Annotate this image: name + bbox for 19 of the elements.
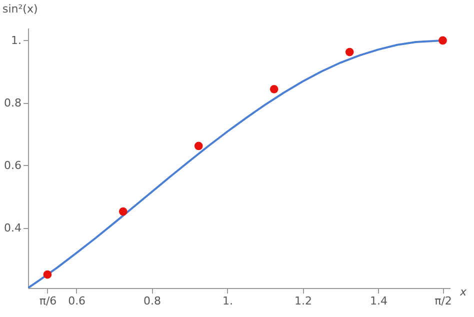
point (345, 48, 354, 56)
point (43, 270, 52, 279)
x-tick-label: 1.4 (370, 294, 388, 308)
point (194, 142, 203, 150)
x-axis-title: x (458, 286, 467, 298)
x-tick-label: 0.8 (144, 294, 162, 308)
point (118, 207, 128, 216)
y-tick-label: 1. (11, 34, 22, 47)
x-tick-label: π/2 (434, 294, 452, 308)
x-tick-label: π/6 (39, 294, 57, 308)
y-tick-label: 0.8 (4, 96, 22, 110)
y-tick-label: 0.6 (4, 158, 22, 172)
y-tick-label: 0.4 (4, 221, 22, 234)
x-tick-label: 0.6 (68, 294, 86, 308)
x-tick-label: 1.2 (294, 294, 312, 308)
point (438, 36, 447, 45)
y-axis-title: sin²(x) (2, 2, 38, 16)
x-tick-label: 1. (222, 294, 234, 308)
point (270, 85, 278, 94)
